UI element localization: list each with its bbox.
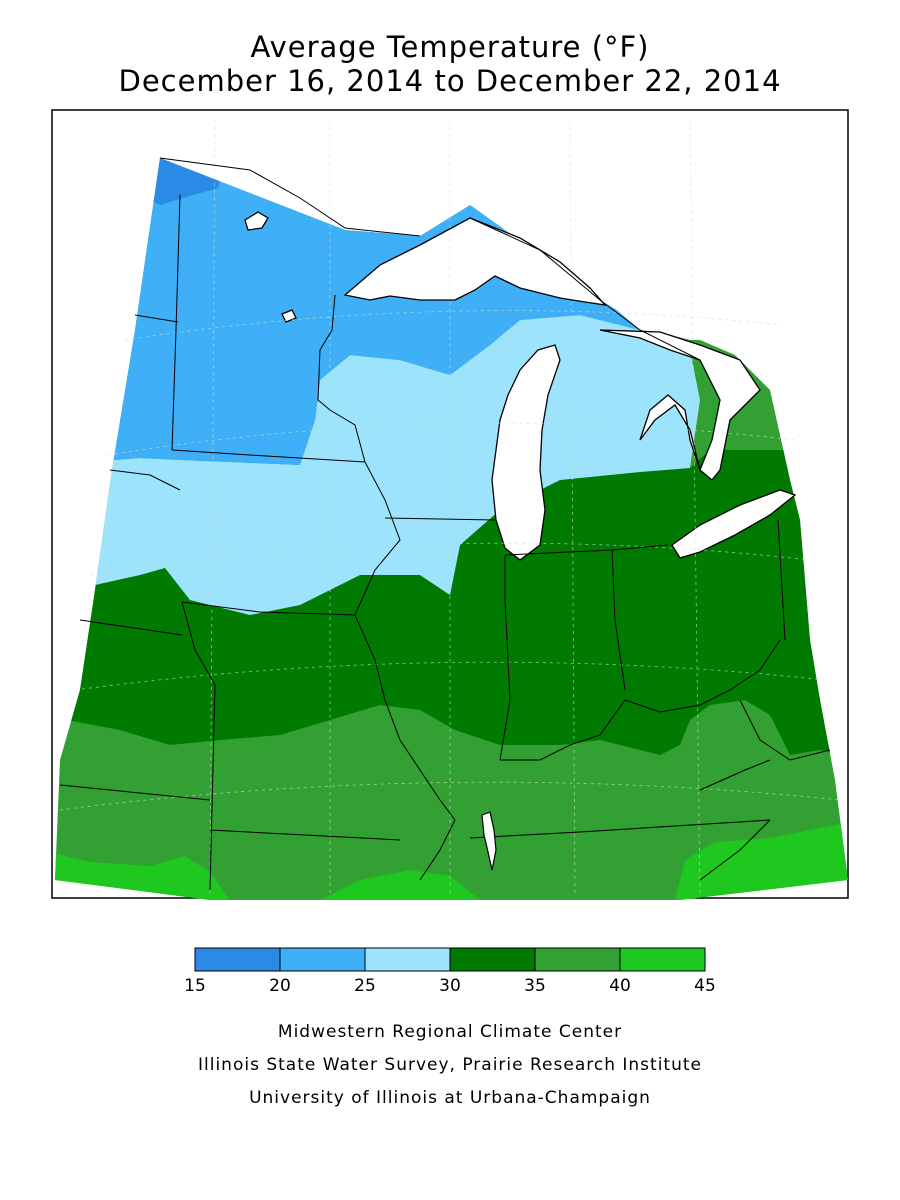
legend-tick-label: 15 <box>184 976 206 996</box>
border-nd-sd <box>134 314 179 323</box>
border-ks-ok <box>59 784 211 801</box>
legend-tick-label: 40 <box>609 976 631 996</box>
border-mn-ia <box>171 449 366 463</box>
map-title: Average Temperature (°F) <box>250 30 650 64</box>
legend-swatch-20-25 <box>279 947 366 972</box>
legend-swatch-25-30 <box>364 947 451 972</box>
border-mi-in-oh <box>504 544 669 556</box>
kentucky-lake <box>481 811 497 871</box>
legend-tick-label: 30 <box>439 976 461 996</box>
lake-superior <box>343 217 607 306</box>
border-mn-wi <box>317 294 366 463</box>
lake-erie <box>671 489 797 559</box>
credit-line-1: Midwestern Regional Climate Center <box>277 1022 623 1042</box>
map-subtitle: December 16, 2014 to December 22, 2014 <box>118 64 782 98</box>
legend-swatch-15-20 <box>194 947 281 972</box>
border-wv-va <box>739 699 831 761</box>
legend-tick-label: 20 <box>269 976 291 996</box>
lake-huron <box>599 329 761 481</box>
graticule <box>59 119 841 896</box>
credit-line-2: Illinois State Water Survey, Prairie Res… <box>198 1055 702 1075</box>
border-mo-ar <box>209 829 401 841</box>
border-oh-pa <box>777 519 786 641</box>
zone-40-45-south-central <box>320 870 480 900</box>
border-in-oh <box>611 549 626 691</box>
legend-swatch-35-40 <box>534 947 621 972</box>
border-us-canada <box>159 157 701 361</box>
legend-tick-label: 25 <box>354 976 376 996</box>
legend-swatch-30-35 <box>449 947 536 972</box>
border-il-in <box>499 555 511 761</box>
legend-tick-label: 45 <box>694 976 716 996</box>
border-ia-mo <box>181 601 356 616</box>
border-ky-tn <box>469 819 771 839</box>
border-mn-dakota <box>171 194 181 451</box>
red-lake <box>281 309 297 323</box>
border-wi-il <box>384 517 496 521</box>
legend-swatch-40-45 <box>619 947 706 972</box>
border-sd-ne <box>109 469 181 491</box>
lake-of-the-woods <box>244 211 269 231</box>
state-borders <box>59 157 831 891</box>
great-lakes <box>244 211 797 561</box>
border-mo-ks <box>181 601 216 891</box>
credit-line-3: University of Illinois at Urbana-Champai… <box>249 1088 651 1108</box>
border-ia-il <box>354 461 401 616</box>
river-ohio <box>500 639 781 761</box>
border-ne-ks <box>79 619 183 636</box>
legend-colorbar <box>194 947 706 972</box>
river-mississippi <box>354 614 456 881</box>
border-tn-nc <box>699 819 771 881</box>
legend-tick-label: 35 <box>524 976 546 996</box>
border-ky-va <box>699 759 771 791</box>
lake-michigan <box>491 344 561 561</box>
